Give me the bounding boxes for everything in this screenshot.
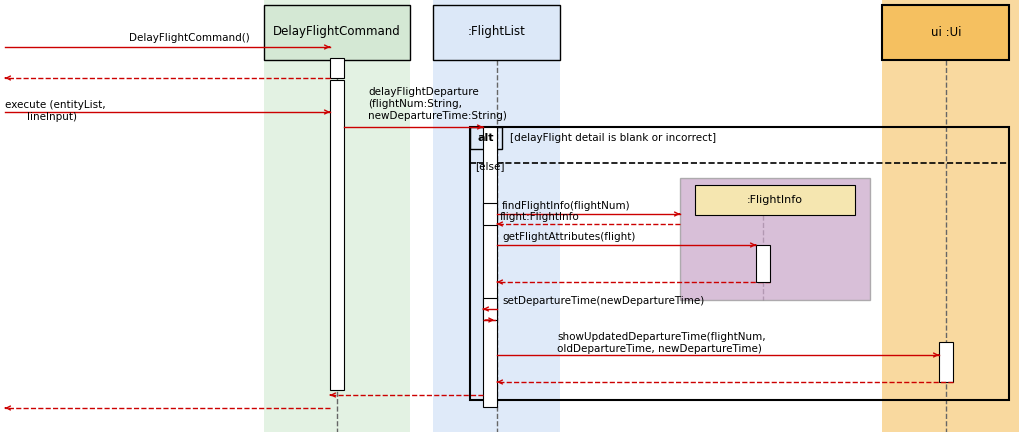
Bar — [882, 5, 1009, 60]
Bar — [264, 5, 410, 60]
Bar — [680, 178, 870, 300]
Bar — [264, 0, 410, 432]
Text: showUpdatedDepartureTime(flightNum,: showUpdatedDepartureTime(flightNum, — [557, 332, 765, 342]
Bar — [470, 127, 502, 149]
Text: findFlightInfo(flightNum): findFlightInfo(flightNum) — [502, 201, 631, 211]
Bar — [756, 245, 770, 282]
Bar — [938, 342, 953, 382]
Text: (flightNum:String,: (flightNum:String, — [368, 99, 462, 109]
Bar — [330, 58, 344, 78]
Text: alt: alt — [478, 133, 494, 143]
Bar — [483, 127, 497, 407]
Bar — [433, 0, 560, 432]
Text: delayFlightDeparture: delayFlightDeparture — [368, 87, 479, 97]
Bar — [433, 5, 560, 60]
Bar — [695, 185, 855, 215]
Text: :FlightList: :FlightList — [468, 25, 526, 38]
Text: newDepartureTime:String): newDepartureTime:String) — [368, 111, 506, 121]
Text: [delayFlight detail is blank or incorrect]: [delayFlight detail is blank or incorrec… — [510, 133, 716, 143]
Bar — [483, 298, 497, 320]
Text: lineInput): lineInput) — [26, 112, 77, 122]
Text: DelayFlightCommand: DelayFlightCommand — [273, 25, 400, 38]
Text: execute (entityList,: execute (entityList, — [5, 100, 106, 110]
Text: :FlightInfo: :FlightInfo — [747, 195, 803, 205]
Bar — [470, 127, 1009, 400]
Bar — [330, 80, 344, 390]
Text: DelayFlightCommand(): DelayFlightCommand() — [129, 33, 250, 43]
Text: ui :Ui: ui :Ui — [930, 25, 961, 38]
Bar — [483, 203, 497, 225]
Text: [else]: [else] — [475, 161, 504, 171]
Text: setDepartureTime(newDepartureTime): setDepartureTime(newDepartureTime) — [502, 296, 704, 306]
Text: oldDepartureTime, newDepartureTime): oldDepartureTime, newDepartureTime) — [557, 344, 762, 354]
Bar — [882, 0, 1019, 432]
Text: flight:FlightInfo: flight:FlightInfo — [500, 212, 580, 222]
Text: getFlightAttributes(flight): getFlightAttributes(flight) — [502, 232, 636, 242]
